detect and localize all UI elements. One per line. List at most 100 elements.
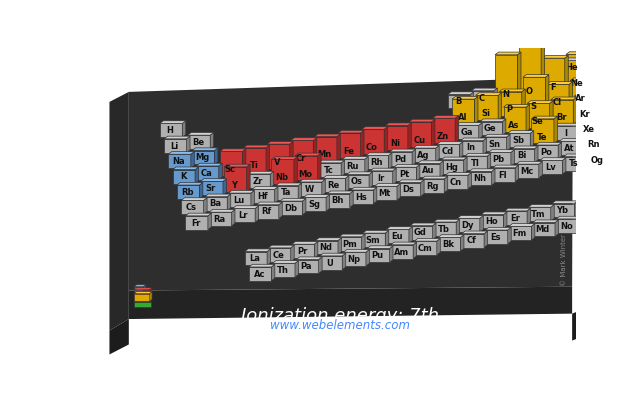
Polygon shape bbox=[504, 107, 526, 132]
Polygon shape bbox=[205, 194, 231, 197]
Polygon shape bbox=[232, 210, 235, 226]
Polygon shape bbox=[445, 175, 468, 189]
Polygon shape bbox=[256, 205, 279, 219]
Text: Es: Es bbox=[490, 233, 501, 242]
Polygon shape bbox=[408, 123, 412, 150]
Polygon shape bbox=[276, 186, 298, 200]
Polygon shape bbox=[468, 172, 472, 189]
Text: Nb: Nb bbox=[275, 173, 288, 182]
Polygon shape bbox=[417, 164, 440, 177]
Polygon shape bbox=[314, 242, 318, 258]
Polygon shape bbox=[374, 186, 397, 200]
Polygon shape bbox=[456, 125, 479, 139]
Polygon shape bbox=[597, 93, 600, 121]
Polygon shape bbox=[531, 116, 557, 119]
Polygon shape bbox=[295, 156, 317, 180]
Polygon shape bbox=[228, 193, 251, 207]
Polygon shape bbox=[322, 179, 325, 196]
Polygon shape bbox=[588, 52, 592, 90]
Polygon shape bbox=[243, 149, 246, 176]
Polygon shape bbox=[527, 208, 531, 225]
Text: Hg: Hg bbox=[445, 162, 458, 172]
Polygon shape bbox=[564, 157, 586, 170]
Polygon shape bbox=[196, 166, 219, 180]
Polygon shape bbox=[472, 91, 494, 105]
Polygon shape bbox=[291, 245, 294, 262]
Polygon shape bbox=[291, 138, 317, 140]
Polygon shape bbox=[200, 179, 227, 181]
Polygon shape bbox=[516, 164, 539, 178]
Polygon shape bbox=[522, 89, 525, 116]
Text: Fr: Fr bbox=[191, 218, 200, 228]
Polygon shape bbox=[191, 152, 195, 168]
Polygon shape bbox=[347, 174, 369, 188]
Polygon shape bbox=[342, 159, 365, 173]
Text: Np: Np bbox=[348, 255, 360, 264]
Text: Sc: Sc bbox=[225, 165, 236, 174]
Polygon shape bbox=[398, 180, 424, 182]
Polygon shape bbox=[134, 287, 143, 291]
Polygon shape bbox=[547, 84, 569, 109]
Polygon shape bbox=[168, 152, 195, 154]
Polygon shape bbox=[109, 319, 129, 354]
Polygon shape bbox=[508, 133, 531, 147]
Text: Sb: Sb bbox=[512, 136, 524, 145]
Polygon shape bbox=[472, 88, 497, 91]
Polygon shape bbox=[160, 124, 182, 137]
Polygon shape bbox=[219, 163, 222, 180]
Polygon shape bbox=[227, 194, 231, 211]
Polygon shape bbox=[196, 163, 222, 166]
Polygon shape bbox=[493, 165, 518, 168]
Polygon shape bbox=[504, 208, 531, 211]
Polygon shape bbox=[410, 223, 436, 226]
Text: O: O bbox=[525, 87, 532, 96]
Polygon shape bbox=[556, 219, 579, 233]
Polygon shape bbox=[296, 257, 322, 260]
Polygon shape bbox=[398, 182, 420, 196]
Polygon shape bbox=[470, 92, 474, 108]
Polygon shape bbox=[223, 179, 227, 195]
Text: Re: Re bbox=[327, 181, 339, 190]
Text: Og: Og bbox=[591, 156, 604, 165]
Text: Ac: Ac bbox=[253, 270, 265, 279]
Polygon shape bbox=[290, 142, 293, 169]
Polygon shape bbox=[160, 121, 186, 124]
Polygon shape bbox=[385, 230, 388, 247]
Polygon shape bbox=[303, 197, 326, 211]
Text: Y: Y bbox=[232, 180, 237, 190]
Polygon shape bbox=[469, 172, 492, 185]
Polygon shape bbox=[319, 163, 341, 177]
Polygon shape bbox=[390, 149, 415, 152]
Polygon shape bbox=[387, 227, 412, 230]
Polygon shape bbox=[526, 104, 529, 132]
Text: Te: Te bbox=[536, 132, 547, 142]
Polygon shape bbox=[224, 167, 246, 192]
Polygon shape bbox=[327, 194, 349, 208]
Polygon shape bbox=[484, 134, 510, 137]
Polygon shape bbox=[474, 96, 478, 124]
Polygon shape bbox=[385, 126, 408, 150]
Polygon shape bbox=[504, 211, 527, 225]
Polygon shape bbox=[188, 135, 210, 149]
Polygon shape bbox=[134, 285, 146, 287]
Polygon shape bbox=[588, 153, 610, 167]
Polygon shape bbox=[456, 219, 460, 236]
Polygon shape bbox=[134, 288, 152, 290]
Text: Bi: Bi bbox=[518, 152, 527, 160]
Polygon shape bbox=[410, 226, 433, 240]
Text: www.webelements.com: www.webelements.com bbox=[269, 319, 410, 332]
Polygon shape bbox=[509, 226, 531, 240]
Polygon shape bbox=[342, 156, 368, 159]
Text: P: P bbox=[506, 106, 513, 114]
Polygon shape bbox=[303, 198, 306, 215]
Polygon shape bbox=[168, 154, 191, 168]
Polygon shape bbox=[532, 223, 555, 236]
Text: Sm: Sm bbox=[366, 236, 380, 245]
Polygon shape bbox=[394, 167, 417, 181]
Polygon shape bbox=[143, 285, 146, 291]
Text: Hf: Hf bbox=[257, 192, 268, 201]
Polygon shape bbox=[452, 99, 474, 124]
Polygon shape bbox=[338, 130, 364, 133]
Polygon shape bbox=[414, 238, 440, 241]
Polygon shape bbox=[417, 164, 420, 181]
